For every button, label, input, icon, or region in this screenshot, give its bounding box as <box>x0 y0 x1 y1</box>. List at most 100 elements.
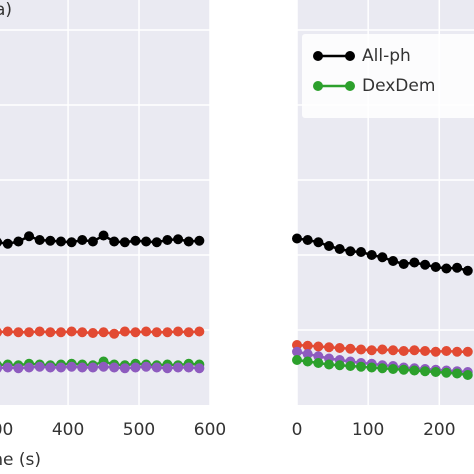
x-tick-label: 0 <box>292 420 303 440</box>
data-point <box>334 244 345 254</box>
data-point <box>141 236 152 247</box>
data-point <box>119 237 130 248</box>
data-point <box>24 231 35 242</box>
data-point <box>130 327 141 338</box>
data-point <box>162 327 173 338</box>
data-point <box>77 235 88 245</box>
data-point <box>45 362 56 373</box>
data-point <box>34 361 45 372</box>
x-tick-label: 500 <box>123 420 155 440</box>
data-point <box>462 370 473 380</box>
legend-label: DexDem <box>362 76 435 96</box>
data-point <box>162 235 173 245</box>
subplot <box>0 0 211 405</box>
data-point <box>430 262 441 272</box>
data-point <box>302 340 313 351</box>
data-point <box>313 341 324 352</box>
legend-marker <box>345 81 355 91</box>
data-point <box>55 327 66 338</box>
data-point <box>356 247 367 257</box>
data-point <box>366 345 377 356</box>
legend-label: All-ph <box>362 46 411 66</box>
data-point <box>119 326 130 337</box>
data-point <box>324 359 335 370</box>
data-point <box>45 235 56 246</box>
data-point <box>34 235 45 245</box>
data-point <box>452 346 463 357</box>
data-point <box>313 358 324 368</box>
data-point <box>55 236 66 247</box>
data-point <box>292 233 302 244</box>
data-point <box>324 241 335 251</box>
legend-marker <box>313 81 323 91</box>
x-tick-label: 600 <box>194 420 226 440</box>
data-point <box>2 238 13 249</box>
data-point <box>141 326 152 337</box>
data-point <box>87 362 98 373</box>
data-point <box>0 364 3 373</box>
data-point <box>173 234 184 245</box>
data-point <box>194 326 205 337</box>
legend-marker <box>313 51 323 61</box>
plot-area <box>0 0 210 405</box>
data-point <box>345 343 356 354</box>
data-point <box>45 327 56 338</box>
data-point <box>409 345 420 356</box>
data-point <box>302 235 313 245</box>
x-tick-label: 100 <box>352 420 384 440</box>
chart-title: (a) <box>0 0 12 20</box>
data-point <box>141 361 152 372</box>
data-point <box>388 345 399 356</box>
data-point <box>441 367 452 378</box>
data-point <box>173 362 184 373</box>
data-point <box>398 346 409 356</box>
data-point <box>13 363 24 374</box>
data-point <box>109 362 120 373</box>
data-point <box>173 326 184 337</box>
data-point <box>66 361 77 372</box>
data-point <box>388 364 399 374</box>
data-point <box>119 363 130 374</box>
x-tick-label: 400 <box>52 420 84 440</box>
data-point <box>130 235 141 246</box>
data-point <box>292 346 302 357</box>
data-point <box>420 366 431 377</box>
data-point <box>24 362 35 373</box>
data-point <box>398 259 409 269</box>
data-point <box>345 361 356 371</box>
data-point <box>55 362 66 373</box>
data-point <box>366 250 377 260</box>
data-point <box>0 238 3 247</box>
data-point <box>151 327 162 338</box>
data-point <box>77 362 88 373</box>
data-point <box>109 236 120 247</box>
data-point <box>356 344 367 355</box>
data-point <box>98 230 109 241</box>
data-point <box>77 327 88 338</box>
data-point <box>430 346 441 357</box>
data-point <box>366 362 377 373</box>
data-point <box>292 355 302 365</box>
data-point <box>13 327 24 338</box>
data-point <box>162 363 173 374</box>
data-point <box>334 360 345 371</box>
data-point <box>430 367 441 377</box>
data-point <box>24 327 35 338</box>
data-point <box>194 363 205 374</box>
data-point <box>420 346 431 356</box>
data-point <box>302 349 313 359</box>
data-point <box>377 344 388 355</box>
data-point <box>356 361 367 372</box>
data-point <box>452 262 463 273</box>
data-point <box>462 265 473 276</box>
data-point <box>130 362 141 373</box>
data-point <box>2 362 13 373</box>
data-point <box>66 326 77 337</box>
data-point <box>462 346 473 357</box>
data-point <box>109 328 120 339</box>
x-axis-label: Time (s) <box>0 450 41 470</box>
data-point <box>334 343 345 353</box>
data-point <box>98 361 109 372</box>
data-point <box>377 252 388 263</box>
